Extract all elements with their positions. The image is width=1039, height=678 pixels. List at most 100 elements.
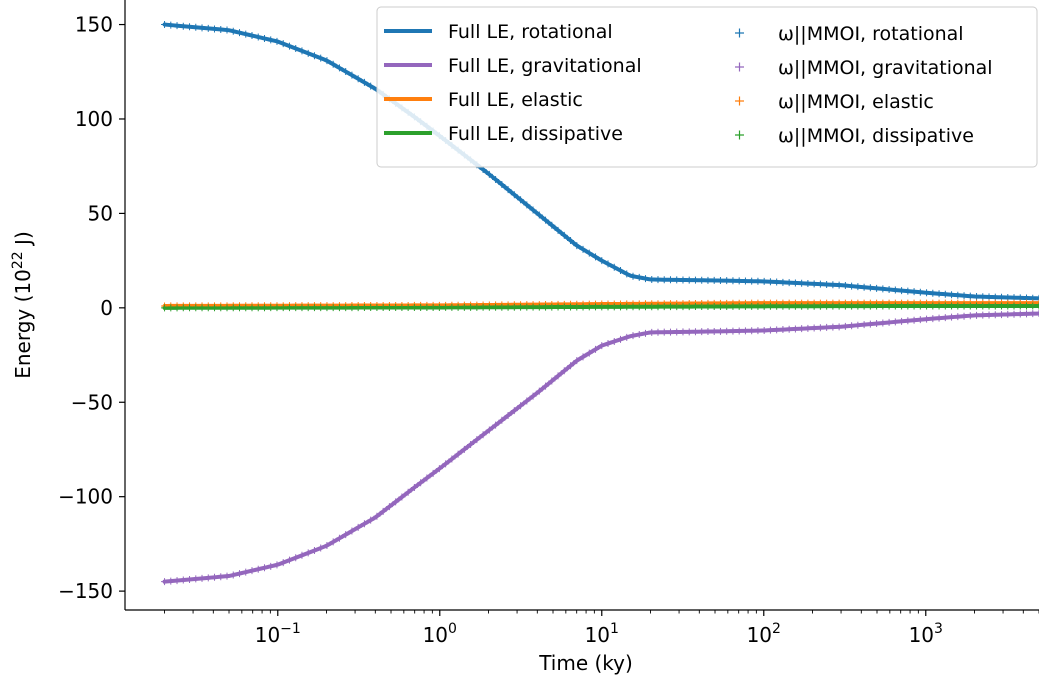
marker-point <box>217 573 225 581</box>
marker-point <box>379 304 387 312</box>
marker-point <box>236 570 244 578</box>
marker-point <box>691 328 699 336</box>
marker-point <box>804 324 812 332</box>
marker-point <box>279 559 287 567</box>
marker-point <box>492 175 500 183</box>
marker-point <box>204 304 212 312</box>
legend-entries: Full LE, rotational Full LE, gravitationa… <box>384 21 993 147</box>
marker-point <box>741 327 749 335</box>
marker-point <box>198 24 206 32</box>
marker-point <box>535 387 543 395</box>
marker-point <box>335 534 343 542</box>
marker-point <box>498 181 506 189</box>
marker-point <box>385 503 393 511</box>
marker-point <box>485 426 493 434</box>
marker-point <box>698 276 706 284</box>
marker-point <box>879 285 887 293</box>
marker-point <box>966 292 974 300</box>
marker-point <box>1010 310 1018 318</box>
marker-point <box>1035 302 1039 310</box>
marker-point <box>960 292 968 300</box>
marker-point <box>179 22 187 30</box>
series-markers-mmoi-dissipative <box>161 302 1039 312</box>
marker-point <box>854 302 862 310</box>
marker-point <box>679 303 687 311</box>
marker-point <box>985 293 993 301</box>
marker-point <box>923 302 931 310</box>
legend-label: Full LE, elastic <box>448 89 583 111</box>
marker-point <box>716 277 724 285</box>
legend-entry-mmoi-rotational: ω||MMOI, rotational <box>735 23 964 45</box>
marker-point <box>935 290 943 298</box>
series-line-full-le-gravitational <box>162 311 1039 584</box>
marker-point <box>754 277 762 285</box>
marker-point <box>654 303 662 311</box>
marker-point <box>791 279 799 287</box>
marker-point <box>248 32 256 40</box>
marker-point <box>211 304 219 312</box>
marker-point <box>342 531 350 539</box>
legend-frame <box>376 6 1038 168</box>
marker-point <box>773 302 781 310</box>
marker-point <box>748 327 756 335</box>
marker-point <box>666 328 674 336</box>
marker-point <box>766 302 774 310</box>
marker-point <box>473 303 481 311</box>
marker-point <box>654 328 662 336</box>
marker-point <box>335 64 343 72</box>
marker-point <box>211 25 219 33</box>
legend-entry-full-le-rotational: Full LE, rotational <box>384 21 613 43</box>
marker-point <box>804 280 812 288</box>
marker-point <box>910 316 918 324</box>
marker-point <box>898 317 906 325</box>
marker-point <box>479 303 487 311</box>
marker-point <box>254 565 262 573</box>
marker-point <box>323 57 331 65</box>
marker-point <box>735 277 743 285</box>
marker-point <box>285 42 293 50</box>
marker-point <box>660 276 668 284</box>
marker-point <box>841 282 849 290</box>
marker-point <box>904 302 912 310</box>
marker-point <box>298 47 306 55</box>
marker-point <box>898 287 906 295</box>
marker-point <box>567 362 575 370</box>
marker-point <box>923 315 931 323</box>
marker-point <box>779 326 787 334</box>
marker-point <box>448 303 456 311</box>
marker-point <box>267 36 275 44</box>
marker-point <box>186 575 194 583</box>
marker-point <box>329 304 337 312</box>
marker-point <box>641 329 649 337</box>
marker-point <box>879 319 887 327</box>
marker-point <box>186 23 194 31</box>
marker-point <box>242 304 250 312</box>
marker-point <box>916 288 924 296</box>
marker-point <box>192 23 200 31</box>
marker-point <box>617 335 625 343</box>
marker-point <box>342 68 350 76</box>
marker-point <box>542 382 550 390</box>
marker-point <box>498 303 506 311</box>
marker-point <box>304 549 312 557</box>
marker-point <box>573 357 581 365</box>
marker-point <box>260 564 268 572</box>
marker-point <box>948 302 956 310</box>
marker-point <box>979 302 987 310</box>
marker-point <box>179 304 187 312</box>
marker-point <box>573 303 581 311</box>
marker-point <box>635 273 643 281</box>
marker-point <box>548 377 556 385</box>
marker-point <box>161 578 169 586</box>
marker-point <box>735 327 743 335</box>
marker-point <box>323 304 331 312</box>
marker-point <box>310 546 318 554</box>
y-tick-label: 100 <box>75 107 113 131</box>
marker-point <box>554 226 562 234</box>
marker-point <box>629 303 637 311</box>
marker-point <box>754 302 762 310</box>
marker-point <box>535 211 543 219</box>
marker-point <box>873 284 881 292</box>
marker-point <box>410 303 418 311</box>
